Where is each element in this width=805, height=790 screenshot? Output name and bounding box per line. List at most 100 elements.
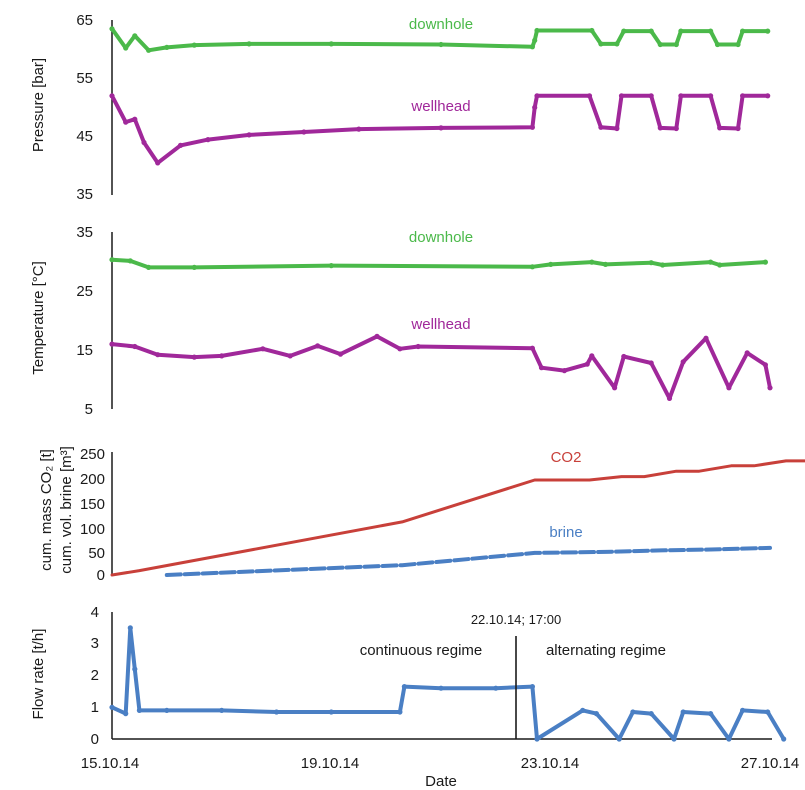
temperature-wellhead-point-10 xyxy=(397,346,403,352)
flow-flow-rate-point-16 xyxy=(593,711,600,717)
temperature-label-downhole: downhole xyxy=(409,229,473,246)
pressure-downhole-point-23 xyxy=(740,28,746,34)
flow-flow-rate-point-2 xyxy=(127,625,133,631)
cumulative-ylabel-brine: cum. vol. brine [m³] xyxy=(58,446,75,574)
pressure-tick-55: 55 xyxy=(76,70,93,87)
pressure-wellhead-point-7 xyxy=(246,132,252,138)
flow-flow-rate-point-13 xyxy=(529,684,536,690)
cumulative-panel: cum. mass CO₂ [t] cum. vol. brine [m³] 2… xyxy=(38,446,805,584)
temperature-wellhead-point-26 xyxy=(767,385,773,391)
pressure-label-downhole: downhole xyxy=(409,16,473,33)
pressure-wellhead-point-0 xyxy=(109,93,115,99)
pressure-downhole-point-1 xyxy=(123,45,129,51)
temperature-wellhead-point-0 xyxy=(109,341,115,347)
pressure-wellhead-point-21 xyxy=(678,93,684,99)
pressure-downhole-point-7 xyxy=(328,41,334,47)
flow-flow-rate-point-5 xyxy=(164,707,170,714)
flow-flow-rate-point-14 xyxy=(534,736,540,742)
pressure-wellhead-point-6 xyxy=(205,137,211,143)
pressure-tick-45: 45 xyxy=(76,128,93,145)
temperature-wellhead-point-16 xyxy=(589,353,595,359)
pressure-downhole-point-3 xyxy=(146,47,152,53)
flow-flow-rate-point-21 xyxy=(680,709,686,715)
temperature-wellhead-point-15 xyxy=(584,361,590,367)
cumulative-tick-100: 100 xyxy=(80,521,105,538)
pressure-wellhead-point-12 xyxy=(532,104,538,111)
flow-flow-rate-point-10 xyxy=(401,684,407,690)
pressure-tick-35: 35 xyxy=(76,186,93,203)
pressure-wellhead-point-16 xyxy=(614,125,620,132)
pressure-downhole-point-10 xyxy=(532,37,538,44)
temperature-panel: Temperature [°C] 35 25 15 5 downhole wel… xyxy=(30,224,773,418)
flow-ylabel: Flow rate [t/h] xyxy=(30,629,47,720)
date-tick-23-10-14: 23.10.14 xyxy=(521,755,579,772)
alternating-regime-label: alternating regime xyxy=(546,642,666,659)
temperature-wellhead-point-3 xyxy=(191,354,197,360)
flow-flow-rate-point-11 xyxy=(438,685,444,691)
cumulative-tick-0: 0 xyxy=(97,567,105,584)
temperature-wellhead-point-4 xyxy=(219,353,225,359)
temperature-wellhead-point-14 xyxy=(561,368,568,374)
flow-flow-rate-point-0 xyxy=(109,704,115,710)
flow-flow-rate-point-19 xyxy=(648,711,654,717)
cumulative-series-brine-line xyxy=(164,545,772,577)
flow-tick-1: 1 xyxy=(91,699,99,716)
pressure-wellhead-point-13 xyxy=(534,93,540,99)
flow-flow-rate-point-4 xyxy=(136,707,142,714)
temperature-wellhead-point-23 xyxy=(726,385,732,391)
temperature-wellhead-point-12 xyxy=(529,345,536,351)
temperature-downhole-point-7 xyxy=(589,259,595,265)
temperature-tick-35: 35 xyxy=(76,224,93,241)
temperature-wellhead-point-22 xyxy=(703,335,709,341)
pressure-downhole-point-16 xyxy=(648,28,654,34)
flow-flow-rate-point-24 xyxy=(740,707,746,714)
flow-flow-rate-point-3 xyxy=(132,666,138,672)
pressure-wellhead-point-5 xyxy=(177,142,184,148)
cumulative-tick-200: 200 xyxy=(80,471,105,488)
pressure-panel: Pressure [bar] 65 55 45 35 downhole well… xyxy=(30,12,771,203)
pressure-wellhead-point-9 xyxy=(356,126,362,132)
flow-flow-rate-point-6 xyxy=(219,707,225,714)
pressure-tick-65: 65 xyxy=(76,12,93,29)
flow-flow-rate-point-15 xyxy=(580,707,586,714)
pressure-downhole-point-13 xyxy=(598,41,604,47)
pressure-wellhead-point-19 xyxy=(657,125,663,131)
temperature-series-downhole-line xyxy=(110,257,768,270)
temperature-series-wellhead-line xyxy=(110,334,772,401)
flow-tick-0: 0 xyxy=(91,731,99,748)
temperature-tick-5: 5 xyxy=(85,401,93,418)
pressure-downhole-point-12 xyxy=(589,27,595,34)
pressure-wellhead-point-17 xyxy=(618,93,625,99)
temperature-wellhead-point-7 xyxy=(315,343,321,349)
pressure-wellhead-point-2 xyxy=(132,116,138,122)
pressure-downhole-point-20 xyxy=(708,28,714,34)
flow-flow-rate-point-25 xyxy=(765,709,771,715)
pressure-wellhead-point-26 xyxy=(765,93,771,99)
flow-flow-rate-point-17 xyxy=(616,736,622,742)
temperature-wellhead-point-6 xyxy=(287,353,293,359)
pressure-wellhead-point-15 xyxy=(598,124,604,130)
flow-panel: Flow rate [t/h] 4 3 2 1 0 22.10.14; 17:0… xyxy=(30,604,799,790)
x-axis-label: Date xyxy=(425,773,457,790)
temperature-wellhead-point-20 xyxy=(666,395,673,401)
cumulative-tick-250: 250 xyxy=(80,446,105,463)
temperature-wellhead-point-21 xyxy=(680,359,686,365)
pressure-wellhead-point-25 xyxy=(740,93,746,99)
cumulative-label-brine: brine xyxy=(549,524,582,541)
temperature-downhole-point-11 xyxy=(708,259,714,265)
pressure-downhole-point-17 xyxy=(657,41,663,48)
temperature-wellhead-point-13 xyxy=(538,365,545,371)
regime-split-label: 22.10.14; 17:00 xyxy=(471,612,561,627)
flow-tick-2: 2 xyxy=(91,667,99,684)
pressure-wellhead-point-22 xyxy=(708,93,714,99)
pressure-wellhead-point-23 xyxy=(717,125,723,131)
flow-tick-3: 3 xyxy=(91,635,99,652)
flow-flow-rate-point-12 xyxy=(493,685,499,691)
pressure-wellhead-point-20 xyxy=(673,125,679,132)
pressure-ylabel: Pressure [bar] xyxy=(30,58,47,152)
temperature-downhole-point-1 xyxy=(127,258,133,264)
pressure-wellhead-point-4 xyxy=(155,160,161,166)
flow-tick-4: 4 xyxy=(91,604,99,621)
cumulative-series-CO2-line xyxy=(110,459,805,577)
